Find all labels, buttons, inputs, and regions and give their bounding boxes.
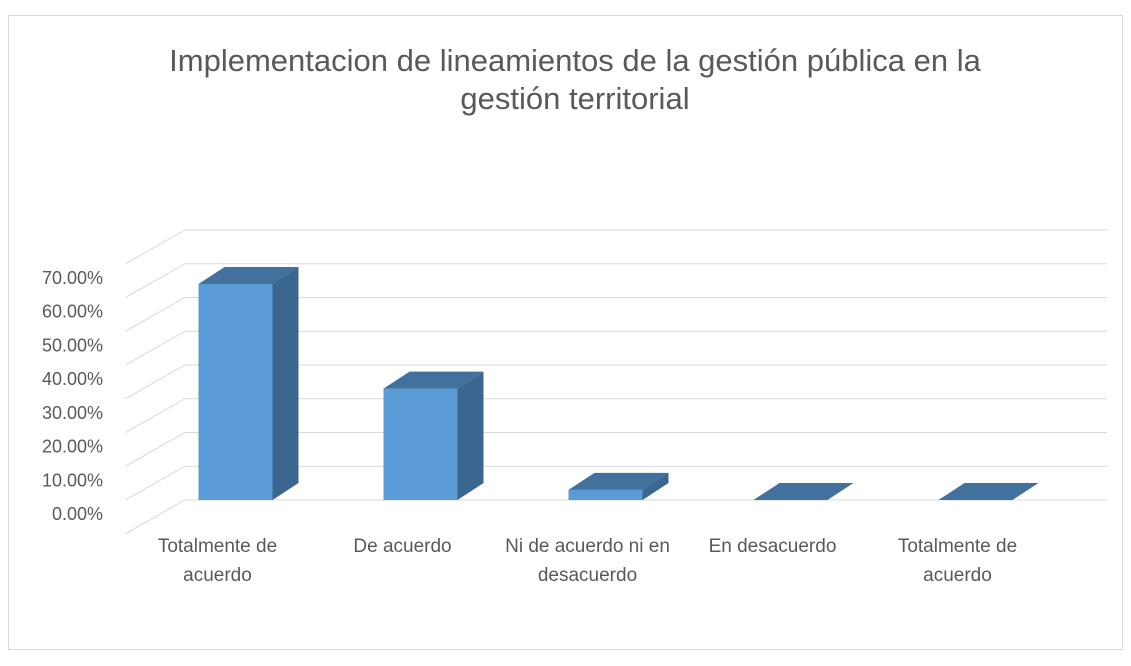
x-tick-label: Ni de acuerdo ni en desacuerdo — [505, 536, 670, 586]
y-tick-label: 10.00% — [42, 470, 103, 490]
x-tick-label: De acuerdo — [353, 536, 452, 557]
grid-line — [124, 398, 1107, 434]
bar-side — [457, 371, 484, 500]
grid-line — [124, 432, 1107, 467]
y-tick-label: 20.00% — [42, 437, 103, 457]
y-tick-label: 0.00% — [52, 504, 103, 524]
bar-front — [568, 489, 643, 500]
bar-top — [568, 472, 669, 490]
y-tick-label: 70.00% — [42, 268, 103, 288]
x-tick-label: En desacuerdo — [708, 536, 837, 557]
chart-frame — [8, 15, 1123, 650]
grid-line — [124, 263, 1107, 299]
grid-line — [124, 229, 1107, 265]
y-tick-label: 30.00% — [42, 403, 103, 423]
y-tick-label: 40.00% — [42, 369, 103, 389]
grid-line — [124, 330, 1107, 366]
bar-top — [198, 267, 299, 284]
x-tick-label: Totalmente de acuerdo — [897, 536, 1018, 586]
bar-top — [938, 483, 1039, 500]
chart-title: Implementacion de lineamientos de la ges… — [169, 43, 981, 116]
y-tick-label: 50.00% — [42, 335, 103, 355]
bar-front — [383, 388, 458, 500]
grid-line — [124, 364, 1107, 400]
bar-top — [383, 371, 484, 389]
y-tick-label: 60.00% — [42, 302, 103, 322]
grid-line — [124, 297, 1107, 332]
bar-side — [272, 267, 299, 500]
x-tick-label: Totalmente de acuerdo — [157, 536, 278, 586]
bar-front — [198, 284, 273, 500]
bar-top — [753, 483, 854, 500]
bar-side — [642, 472, 669, 500]
grid-line — [124, 465, 1107, 501]
